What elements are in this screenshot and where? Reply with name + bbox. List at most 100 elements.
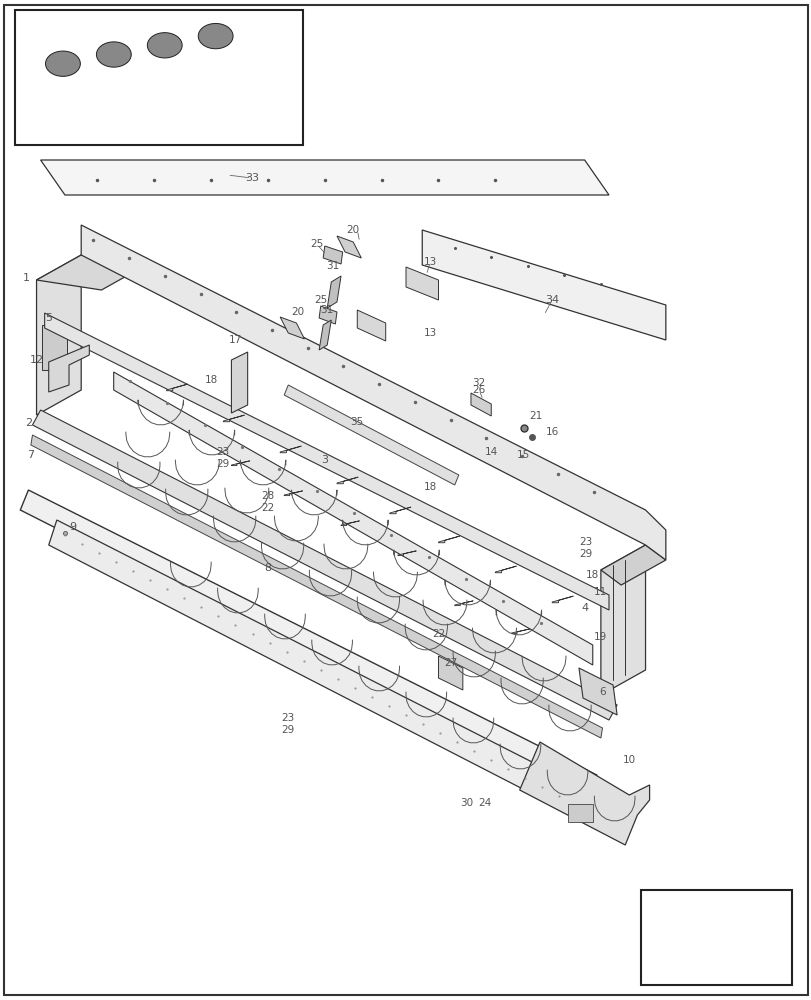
Text: 17: 17 [229,335,242,345]
Text: 27: 27 [444,658,457,668]
Bar [568,804,592,822]
Polygon shape [600,545,645,695]
Polygon shape [397,551,416,556]
Polygon shape [151,95,159,102]
Text: 13: 13 [423,257,436,267]
Polygon shape [519,742,649,845]
Polygon shape [246,77,253,84]
Text: 14: 14 [484,447,497,457]
Text: 34: 34 [544,295,559,305]
Text: 11: 11 [594,587,607,597]
Text: 32: 32 [472,378,485,388]
Text: 5: 5 [45,313,52,323]
Polygon shape [699,922,748,932]
Polygon shape [231,352,247,413]
Ellipse shape [97,42,131,67]
Polygon shape [114,372,592,665]
Text: 23: 23 [217,447,230,457]
Polygon shape [187,88,194,95]
Text: 8: 8 [264,563,271,573]
Polygon shape [210,84,217,91]
Polygon shape [327,276,341,308]
Polygon shape [438,536,459,543]
Text: 10: 10 [622,755,635,765]
Polygon shape [284,491,303,496]
Polygon shape [92,106,100,113]
Polygon shape [319,320,331,350]
Text: 29: 29 [217,459,230,469]
Polygon shape [511,629,530,634]
Polygon shape [551,596,573,603]
Bar [641,890,791,985]
Text: 1: 1 [24,273,30,283]
Text: 31: 31 [326,261,339,271]
Text: 29: 29 [579,549,592,559]
Polygon shape [257,75,264,82]
Text: 12: 12 [29,355,44,365]
Polygon shape [57,112,64,119]
Text: 20: 20 [346,225,359,235]
Polygon shape [422,230,665,340]
Text: 24: 24 [478,798,491,808]
Polygon shape [174,90,182,97]
Polygon shape [27,31,285,118]
Polygon shape [319,306,337,324]
Polygon shape [36,255,146,290]
Polygon shape [222,82,230,89]
Polygon shape [166,384,187,391]
Polygon shape [280,317,304,339]
Polygon shape [234,79,241,86]
Polygon shape [104,103,112,110]
Polygon shape [495,566,516,573]
Polygon shape [36,255,81,415]
Polygon shape [198,86,206,93]
Text: 28: 28 [261,491,274,501]
Polygon shape [32,410,616,720]
Text: 4: 4 [581,603,587,613]
Polygon shape [600,545,665,585]
Text: 9: 9 [70,522,76,532]
Text: 29: 29 [281,725,294,735]
Text: 20: 20 [291,307,304,317]
Text: 13: 13 [423,328,436,338]
Polygon shape [438,656,462,690]
Text: 2: 2 [25,418,32,428]
Text: 26: 26 [472,385,485,395]
Polygon shape [337,236,361,258]
Text: 25: 25 [310,239,323,249]
Polygon shape [357,310,385,341]
Polygon shape [45,114,53,121]
Polygon shape [49,520,596,825]
Text: 15: 15 [517,450,530,460]
Polygon shape [33,117,41,123]
Text: 33: 33 [244,173,259,183]
Ellipse shape [45,51,80,76]
Bar [15,10,303,145]
Text: 16: 16 [545,427,558,437]
Polygon shape [45,313,608,610]
Polygon shape [223,415,244,422]
Text: 35: 35 [350,417,363,427]
Polygon shape [81,225,665,560]
Text: 23: 23 [281,713,294,723]
Text: 22: 22 [261,503,274,513]
Polygon shape [284,385,458,485]
Text: 23: 23 [579,537,592,547]
Ellipse shape [147,33,182,58]
Text: 25: 25 [314,295,327,305]
Text: 7: 7 [28,450,34,460]
Polygon shape [231,461,250,466]
Polygon shape [41,160,608,195]
Polygon shape [139,97,147,104]
Text: 18: 18 [423,482,436,492]
Text: 18: 18 [586,570,599,580]
Polygon shape [389,507,410,514]
Polygon shape [406,267,438,300]
Text: 6: 6 [599,687,605,697]
Polygon shape [163,93,170,99]
Text: 21: 21 [529,411,542,421]
Polygon shape [31,31,258,91]
Polygon shape [341,521,359,526]
Bar [42,325,67,370]
Polygon shape [31,435,602,738]
